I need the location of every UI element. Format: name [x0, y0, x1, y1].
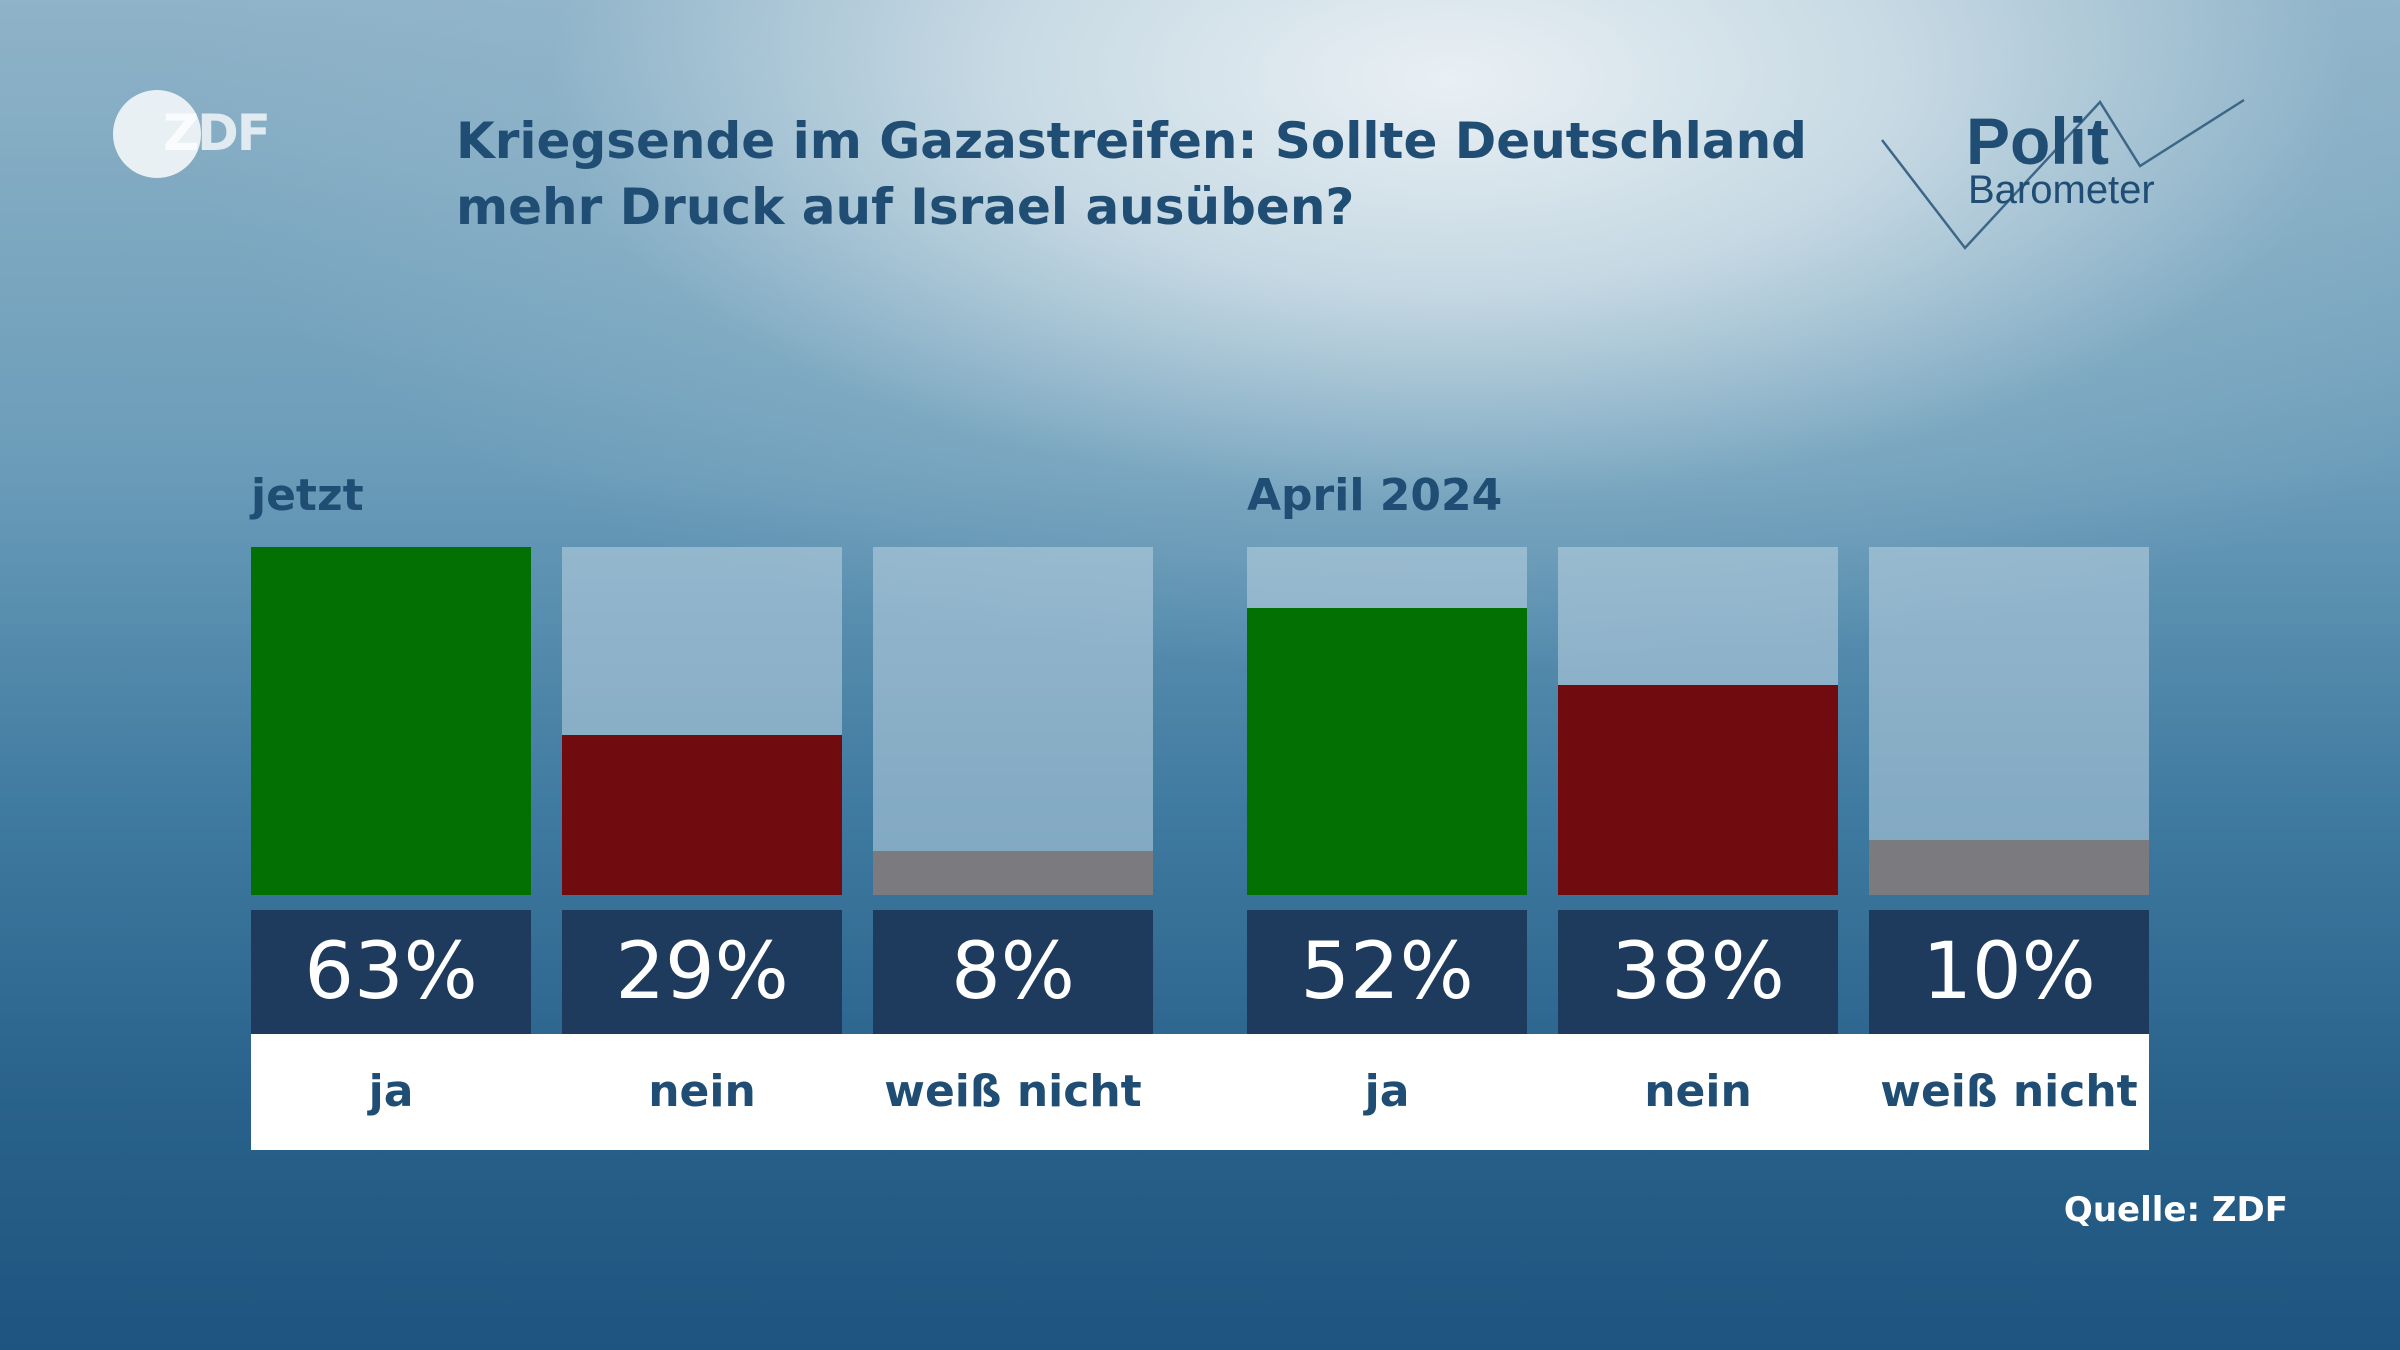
source-note: Quelle: ZDF — [2063, 1190, 2288, 1230]
value-label-april-weiss-nicht: 10% — [1869, 910, 2149, 1034]
politbarometer-logo: Polit Barometer — [1880, 96, 2250, 256]
zdf-logo-text: ZDF — [163, 104, 271, 162]
bar-track — [1558, 547, 1838, 895]
value-label-jetzt-ja: 63% — [251, 910, 531, 1034]
group-label-april-2024: April 2024 — [1247, 470, 1503, 521]
value-label-april-ja: 52% — [1247, 910, 1527, 1034]
value-label-jetzt-weiss-nicht: 8% — [873, 910, 1153, 1034]
bar-track — [873, 547, 1153, 895]
bar-april-nein — [1558, 685, 1838, 895]
category-label-jetzt-weiss-nicht: weiß nicht — [884, 1066, 1142, 1117]
bar-track — [1247, 547, 1527, 895]
bar-track — [562, 547, 842, 895]
bar-april-ja — [1247, 608, 1527, 895]
chart-title: Kriegsende im Gazastreifen: Sollte Deuts… — [456, 112, 1807, 236]
category-label-april-weiss-nicht: weiß nicht — [1880, 1066, 2138, 1117]
category-label-april-ja: ja — [1364, 1066, 1410, 1117]
bar-jetzt-ja — [251, 547, 531, 895]
zdf-logo: ZDF — [113, 90, 273, 180]
politbarometer-zigzag-icon — [1881, 98, 2245, 250]
category-label-band — [251, 1034, 2149, 1150]
category-label-jetzt-nein: nein — [648, 1066, 756, 1117]
bar-track — [251, 547, 531, 895]
zdf-logo-circle — [113, 90, 201, 178]
bar-april-weiss-nicht — [1869, 840, 2149, 895]
bar-jetzt-weiss-nicht — [873, 851, 1153, 895]
category-label-april-nein: nein — [1644, 1066, 1752, 1117]
politbarometer-line2: Barometer — [1968, 168, 2155, 212]
group-label-jetzt: jetzt — [251, 470, 364, 521]
category-label-jetzt-ja: ja — [368, 1066, 414, 1117]
value-label-jetzt-nein: 29% — [562, 910, 842, 1034]
value-label-april-nein: 38% — [1558, 910, 1838, 1034]
bar-track — [1869, 547, 2149, 895]
bar-jetzt-nein — [562, 735, 842, 895]
politbarometer-line1: Polit — [1966, 104, 2109, 178]
